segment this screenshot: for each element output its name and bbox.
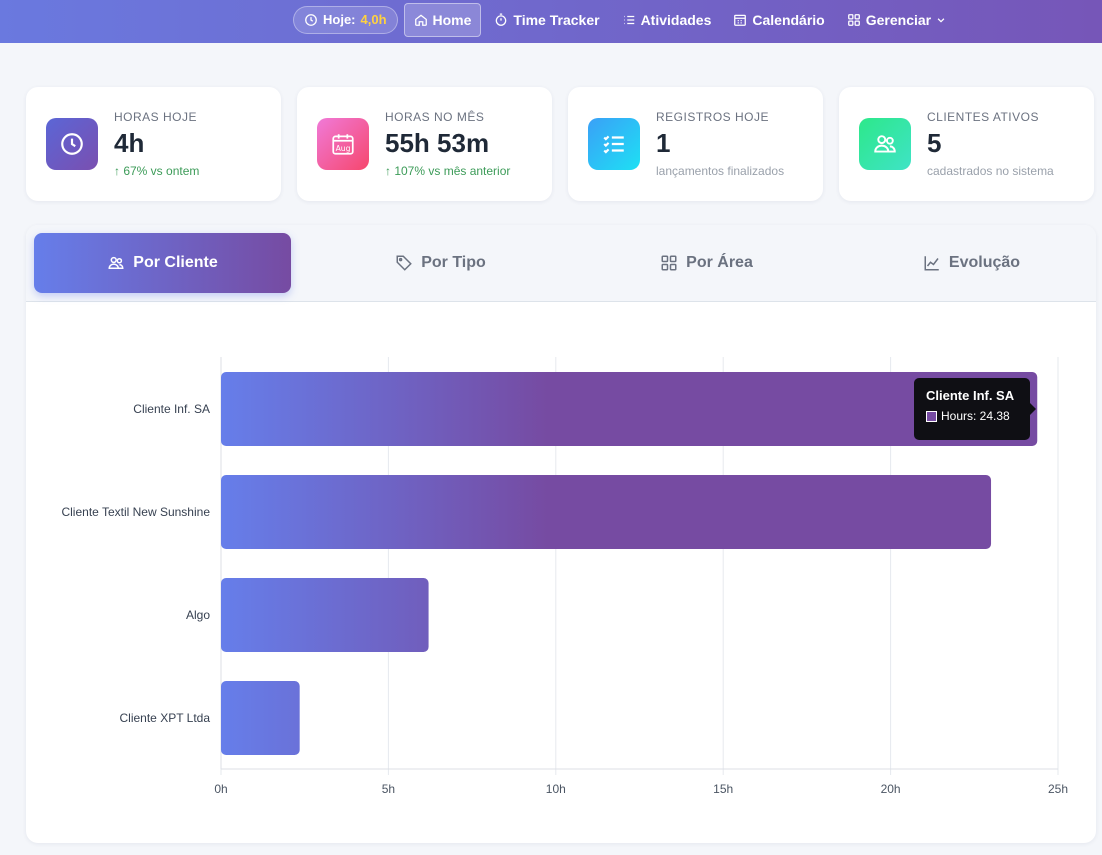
- x-tick-label: 5h: [382, 782, 395, 796]
- x-tick-label: 0h: [214, 782, 227, 796]
- nav-gerenciar[interactable]: Gerenciar: [838, 3, 955, 37]
- stat-value: 1: [656, 128, 671, 158]
- stats-row: HORAS HOJE 4h ↑ 67% vs ontem Aug HORAS N…: [26, 87, 1094, 201]
- clock-icon: [305, 13, 317, 26]
- tooltip-row: Hours: 24.38: [926, 409, 1018, 423]
- grid-icon: [847, 13, 860, 26]
- stat-card-clientes-ativos: CLIENTES ATIVOS 5 cadastrados no sistema: [839, 87, 1094, 201]
- calendar-month-icon: Aug: [317, 118, 369, 170]
- stat-card-registros-hoje: REGISTROS HOJE 1 lançamentos finalizados: [568, 87, 823, 201]
- nav-time-tracker-label: Time Tracker: [513, 11, 600, 28]
- tooltip-title: Cliente Inf. SA: [926, 388, 1015, 403]
- stat-card-horas-mes: Aug HORAS NO MÊS 55h 53m ↑ 107% vs mês a…: [297, 87, 552, 201]
- stat-sub: lançamentos finalizados: [656, 164, 785, 178]
- chart-bars: [221, 372, 1038, 755]
- nav-calendario-label: Calendário: [752, 11, 825, 28]
- tab-por-cliente[interactable]: Por Cliente: [34, 233, 291, 293]
- x-tick-label: 20h: [881, 782, 901, 796]
- stat-sub: ↑ 67% vs ontem: [114, 164, 200, 178]
- nav-atividades[interactable]: Atividades: [613, 3, 721, 37]
- stat-label: REGISTROS HOJE: [656, 110, 770, 124]
- tab-evolucao[interactable]: Evolução: [843, 233, 1096, 293]
- line-chart-icon: [924, 256, 939, 271]
- y-category-label: Cliente Textil New Sunshine: [61, 505, 210, 519]
- bar[interactable]: [221, 372, 1038, 446]
- tab-label: Por Tipo: [421, 254, 486, 271]
- chevron-down-icon: [937, 17, 945, 23]
- nav-atividades-label: Atividades: [640, 11, 712, 28]
- grid-icon: [661, 255, 677, 271]
- stat-label: HORAS HOJE: [114, 110, 198, 124]
- chart-x-labels: 0h 5h 10h 15h 20h 25h: [214, 782, 1068, 796]
- stat-label: HORAS NO MÊS: [385, 110, 485, 124]
- home-icon: [414, 14, 427, 26]
- nav-gerenciar-label: Gerenciar: [865, 11, 932, 28]
- nav-calendario[interactable]: Calendário: [724, 3, 833, 37]
- stat-value: 4h: [114, 128, 145, 158]
- chart-tooltip: Cliente Inf. SA Hours: 24.38: [914, 378, 1036, 440]
- calendar-icon: [734, 14, 747, 26]
- tooltip-swatch: [926, 410, 937, 422]
- y-category-label: Algo: [186, 608, 210, 622]
- bar[interactable]: [221, 475, 992, 549]
- today-hours-label: Hoje:: [323, 12, 356, 27]
- tab-por-tipo[interactable]: Por Tipo: [312, 233, 569, 293]
- bar[interactable]: [221, 681, 300, 755]
- list-icon: [623, 15, 634, 24]
- tag-icon: [396, 255, 413, 271]
- stat-sub: cadastrados no sistema: [927, 164, 1054, 178]
- chart-panel: Por Cliente Por Tipo Por Área Evolução C…: [26, 225, 1096, 843]
- today-hours-badge[interactable]: Hoje: 4,0h: [293, 5, 398, 34]
- stat-sub: ↑ 107% vs mês anterior: [385, 164, 511, 178]
- stat-label: CLIENTES ATIVOS: [927, 110, 1039, 124]
- stat-value: 55h 53m: [385, 128, 490, 158]
- hours-by-client-chart: Cliente Inf. SA Cliente Textil New Sunshi…: [61, 357, 1068, 796]
- bar[interactable]: [221, 578, 429, 652]
- checklist-icon: [588, 118, 640, 170]
- chart-y-labels: Cliente Inf. SA Cliente Textil New Sunshi…: [61, 402, 210, 725]
- stat-card-horas-hoje: HORAS HOJE 4h ↑ 67% vs ontem: [26, 87, 281, 201]
- users-icon: [859, 118, 911, 170]
- tab-label: Por Área: [686, 254, 753, 271]
- stat-value: 5: [927, 128, 942, 158]
- clock-icon: [46, 118, 98, 170]
- users-icon: [108, 256, 124, 269]
- nav-home[interactable]: Home: [403, 2, 482, 37]
- nav-time-tracker[interactable]: Time Tracker: [485, 3, 608, 37]
- today-hours-value: 4,0h: [360, 12, 387, 27]
- nav-menu: Hoje: 4,0h Home Time Tracker Atividades …: [293, 2, 955, 37]
- y-category-label: Cliente Inf. SA: [133, 402, 210, 416]
- chart-tabs: Por Cliente Por Tipo Por Área Evolução: [26, 225, 1096, 302]
- y-category-label: Cliente XPT Ltda: [120, 711, 211, 725]
- x-tick-label: 25h: [1048, 782, 1068, 796]
- top-navbar: Hoje: 4,0h Home Time Tracker Atividades …: [0, 0, 1102, 43]
- x-tick-label: 10h: [546, 782, 566, 796]
- tab-por-area[interactable]: Por Área: [578, 233, 835, 293]
- tab-label: Evolução: [948, 254, 1021, 271]
- x-tick-label: 15h: [713, 782, 733, 796]
- tab-label: Por Cliente: [133, 254, 218, 271]
- nav-home-label: Home: [432, 11, 472, 28]
- tooltip-value: Hours: 24.38: [941, 409, 1010, 423]
- calendar-month-text: Aug: [336, 144, 351, 153]
- stopwatch-icon: [496, 13, 507, 26]
